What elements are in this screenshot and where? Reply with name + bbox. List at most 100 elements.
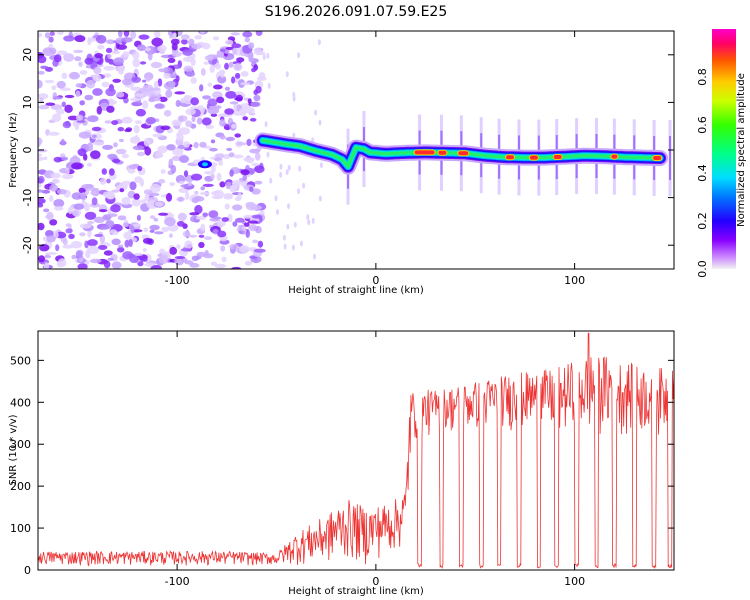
noise-blob (106, 105, 115, 113)
noise-blob (224, 203, 230, 210)
noise-blob (129, 136, 141, 144)
noise-blob (131, 86, 139, 91)
spectrogram-ticks (38, 31, 674, 269)
noise-blob (79, 70, 88, 75)
noise-blob (146, 200, 158, 209)
noise-blob (318, 119, 322, 126)
noise-blob (121, 116, 133, 124)
noise-blob (182, 230, 191, 238)
noise-blob (212, 36, 220, 41)
noise-blob (48, 36, 54, 43)
noise-blob (87, 239, 98, 247)
y-tick-label-bot-4: 400 (10, 396, 31, 409)
noise-blob (93, 216, 105, 223)
noise-blob (142, 248, 147, 252)
noise-blob (216, 220, 226, 227)
noise-blob (38, 255, 45, 263)
noise-blob (176, 196, 185, 202)
noise-blob (266, 151, 270, 158)
noise-blob (257, 240, 264, 248)
noise-blob (253, 248, 266, 253)
noise-blob (103, 260, 111, 269)
noise-blob (219, 119, 226, 127)
noise-blob (179, 155, 190, 164)
noise-blob (122, 222, 130, 227)
colorbar-label: Normalized spectral amplitude (736, 73, 747, 227)
noise-blob (84, 94, 94, 101)
noise-blob (209, 147, 218, 152)
noise-blob (163, 72, 171, 79)
noise-blob (199, 84, 204, 92)
noise-blob (174, 256, 186, 259)
noise-blob (117, 65, 125, 75)
noise-blob (220, 70, 225, 79)
noise-blob (101, 81, 110, 88)
noise-blob (285, 71, 289, 78)
noise-blob (118, 31, 123, 38)
noise-blob (142, 79, 147, 83)
noise-blob (269, 177, 273, 184)
signal-peak (506, 155, 514, 160)
chart-title: S196.2026.091.07.59.E25 (265, 4, 448, 20)
y-tick-label-top-4: -20 (21, 236, 34, 254)
noise-blob (49, 184, 59, 192)
noise-blob (142, 237, 153, 244)
noise-blob (232, 204, 243, 211)
noise-blob (56, 189, 67, 195)
noise-blob (172, 147, 184, 156)
noise-blob (153, 31, 161, 38)
noise-blob (121, 180, 132, 185)
noise-blob (102, 144, 114, 150)
noise-blob (60, 87, 71, 91)
noise-blob (147, 51, 153, 61)
noise-blob (243, 97, 250, 101)
noise-blob (203, 61, 210, 65)
noise-blob (150, 265, 163, 269)
noise-blob (77, 148, 87, 157)
noise-blob (244, 37, 251, 43)
noise-blob (252, 239, 259, 244)
noise-blob (38, 222, 45, 231)
noise-blob (190, 173, 203, 181)
noise-blob (266, 52, 270, 59)
noise-blob (157, 44, 167, 53)
noise-blob (131, 76, 142, 83)
noise-blob (62, 244, 74, 249)
y-tick-label-top-2: 0 (21, 147, 34, 154)
noise-blob (52, 113, 62, 122)
spectrogram-panel: 20 10 0 -10 -20 -100 0 100 Height of str… (8, 30, 675, 296)
noise-blob (180, 184, 190, 188)
noise-blob (95, 63, 104, 68)
noise-blob (184, 240, 193, 250)
noise-blob (214, 153, 225, 159)
noise-blob (60, 138, 65, 146)
snr-y-tick-labels: 0 100 200 300 400 500 (10, 354, 31, 577)
noise-blob (209, 64, 215, 73)
noise-blob (38, 79, 43, 89)
noise-blob (53, 199, 65, 208)
noise-blob (149, 183, 161, 193)
noise-blob (121, 37, 133, 43)
noise-blob (279, 171, 283, 178)
noise-blob (96, 106, 103, 115)
noise-blob (267, 82, 271, 89)
noise-blob (78, 131, 91, 139)
noise-blob (169, 246, 178, 255)
noise-blob (132, 145, 145, 151)
noise-blob (92, 88, 103, 96)
noise-blob (130, 225, 135, 234)
snr-frame (37, 330, 675, 571)
noise-blob (188, 38, 195, 46)
noise-blob (251, 188, 261, 195)
noise-blob (154, 231, 164, 235)
noise-blob (201, 42, 211, 50)
noise-blob (201, 162, 208, 167)
noise-blob (232, 47, 238, 55)
noise-blob (38, 189, 45, 193)
noise-blob (144, 193, 150, 202)
noise-blob (253, 47, 263, 55)
noise-blob (87, 37, 92, 46)
signal-peak (553, 154, 562, 159)
noise-blob (168, 233, 173, 238)
noise-blob (119, 188, 125, 193)
